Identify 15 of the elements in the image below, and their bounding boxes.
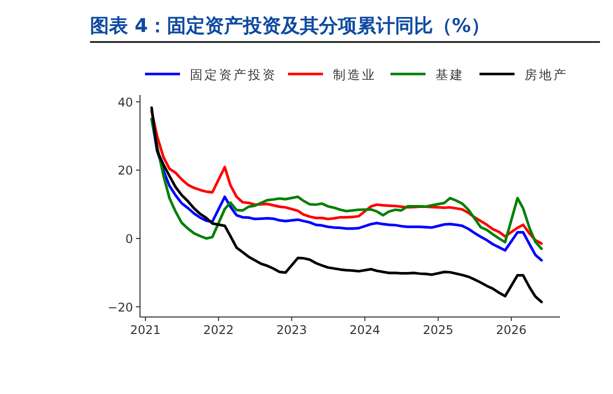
x-tick-label: 2024 — [350, 323, 380, 337]
legend-label: 固定资产投资 — [190, 67, 277, 82]
chart-title: 图表 4：固定资产投资及其分项累计同比（%） — [90, 15, 490, 37]
y-tick-label: −20 — [108, 300, 133, 314]
y-tick-label: 0 — [125, 232, 133, 246]
x-tick-label: 2025 — [422, 323, 454, 337]
y-tick-label: 20 — [118, 164, 133, 178]
x-tick-label: 2026 — [496, 323, 527, 337]
legend-label: 基建 — [436, 67, 464, 82]
x-tick-label: 2023 — [276, 323, 307, 337]
x-tick-label: 2021 — [130, 323, 161, 337]
x-tick-label: 2022 — [203, 323, 234, 337]
legend-label: 房地产 — [524, 67, 568, 82]
legend-label: 制造业 — [333, 67, 376, 82]
y-tick-label: 40 — [118, 95, 133, 110]
